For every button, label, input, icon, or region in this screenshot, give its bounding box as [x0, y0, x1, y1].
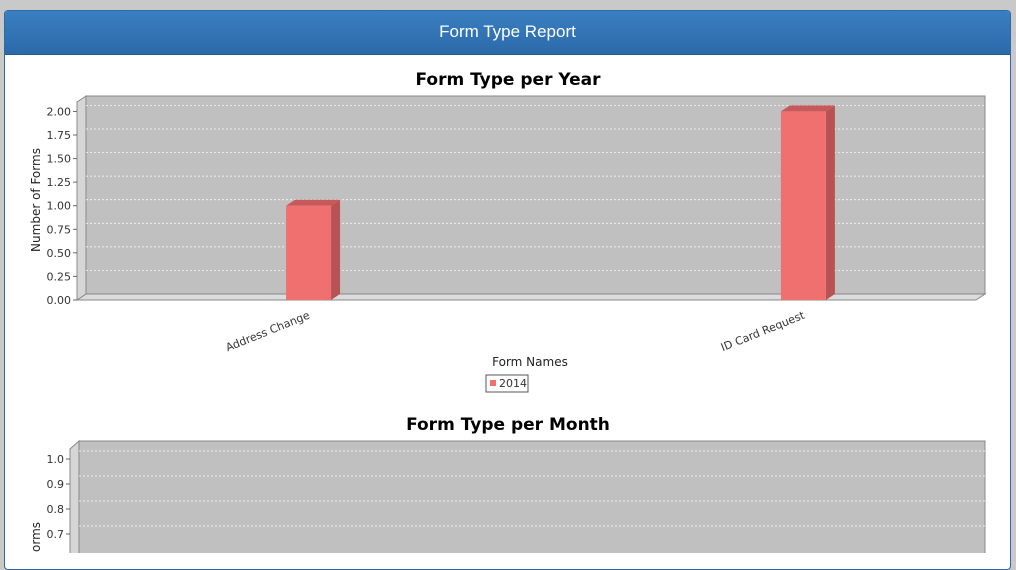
bars	[286, 105, 835, 300]
legend: 2014	[485, 374, 529, 393]
y-tick-label: 0.00	[47, 294, 72, 307]
y-tick-label: 0.9	[47, 478, 65, 491]
legend-label: 2014	[499, 377, 527, 390]
y-tick-label: 1.00	[47, 200, 72, 213]
plot-background	[85, 95, 986, 295]
chart-title: Form Type per Month	[406, 415, 610, 435]
plot-wall	[69, 439, 80, 553]
y-tick-label: 1.75	[47, 129, 72, 142]
plot-area	[69, 439, 986, 553]
y-tick-label: 0.50	[47, 247, 72, 260]
bar-side	[825, 105, 835, 300]
y-tick-label: 0.7	[47, 528, 65, 541]
y-tick-label: 1.25	[47, 176, 72, 189]
y-axis-ticks: 0.00 0.25 0.50 0.75 1.00 1.25 1.50 1.75 2.00	[47, 105, 77, 307]
plot-background	[78, 440, 986, 553]
y-tick-label: 1.50	[47, 153, 72, 166]
x-tick-label: ID Card Request	[719, 308, 807, 354]
y-axis-label: orms	[29, 522, 43, 552]
y-axis-ticks: 0.7 0.8 0.9 1.0	[47, 453, 70, 541]
chart-form-type-per-month: Form Type per Month 0.7 0.8 0.9 1.0 orms	[29, 415, 986, 553]
bar	[286, 205, 332, 300]
y-tick-label: 0.8	[47, 503, 65, 516]
legend-swatch	[490, 380, 496, 386]
y-axis-label: Number of Forms	[29, 148, 43, 252]
grid-lines	[86, 105, 985, 271]
x-axis-ticks: Address Change ID Card Request	[224, 308, 807, 354]
y-tick-label: 0.25	[47, 270, 72, 283]
chart-form-type-per-year: Form Type per Year 0.00 0.25 0.50 0.75 1.00 1…	[29, 70, 987, 393]
x-tick-label: Address Change	[224, 309, 312, 355]
charts-canvas: Form Type per Year 0.00 0.25 0.50 0.75 1.00 1…	[29, 70, 987, 553]
plot-area	[75, 95, 987, 301]
bar	[780, 111, 826, 300]
chart-title: Form Type per Year	[415, 70, 601, 90]
plot-wall	[76, 95, 87, 301]
plot-floor	[75, 293, 987, 301]
grid-lines	[79, 450, 985, 527]
x-axis-label: Form Names	[492, 355, 568, 369]
y-tick-label: 1.0	[47, 453, 65, 466]
bar-top	[780, 105, 835, 112]
bar-top	[286, 199, 341, 206]
y-tick-label: 0.75	[47, 223, 72, 236]
y-tick-label: 2.00	[47, 105, 72, 118]
bar-side	[331, 199, 341, 300]
legend-box	[485, 374, 529, 393]
page-title: Form Type Report	[5, 11, 1010, 55]
